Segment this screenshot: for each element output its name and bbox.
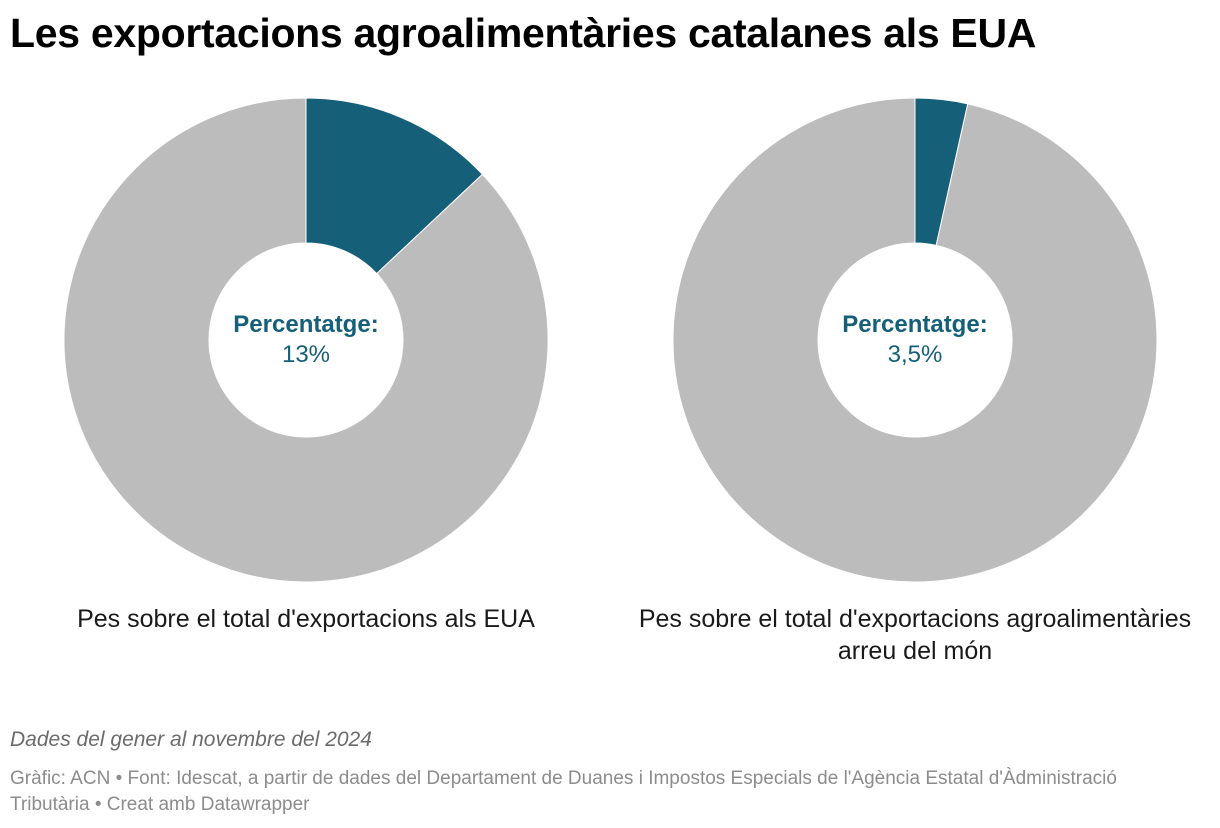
donut-svg bbox=[673, 98, 1157, 582]
chart-caption: Pes sobre el total d'exportacions als EU… bbox=[77, 605, 535, 633]
chart-notes: Dades del gener al novembre del 2024 bbox=[10, 728, 372, 751]
donut-slice-rest bbox=[673, 98, 1157, 582]
chart-title: Les exportacions agroalimentàries catala… bbox=[10, 10, 1037, 56]
donut-slice-rest bbox=[64, 98, 548, 582]
donut-chart-world-share: Percentatge: 3,5% Pes sobre el total d'e… bbox=[639, 98, 1191, 665]
chart-footer: Gràfic: ACN • Font: Idescat, a partir de… bbox=[10, 768, 1117, 815]
chart-caption: Pes sobre el total d'exportacions agroal… bbox=[638, 605, 1192, 665]
donut-slice-percentage bbox=[305, 98, 484, 275]
donut-chart-us-share: Percentatge: 13% Pes sobre el total d'ex… bbox=[64, 98, 548, 633]
donut-svg bbox=[64, 98, 548, 582]
